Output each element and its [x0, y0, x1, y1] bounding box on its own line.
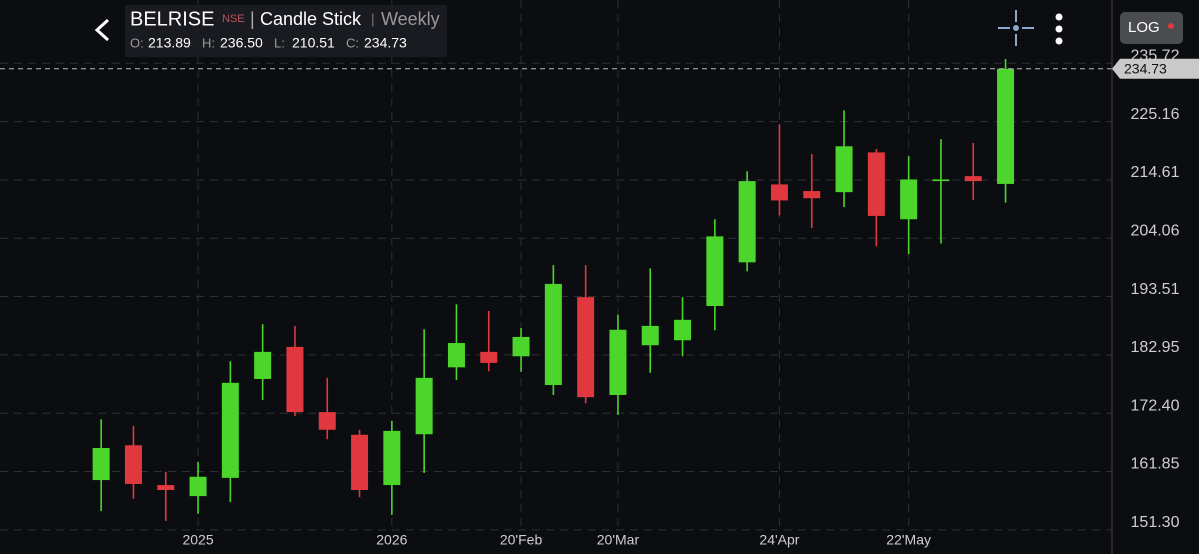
ohlc-value: 213.89 [148, 35, 191, 51]
price-tag-label: 234.73 [1124, 60, 1167, 76]
y-tick-label: 193.51 [1131, 281, 1180, 298]
symbol: BELRISE [130, 8, 214, 30]
candle-body [286, 346, 304, 413]
candle-body [674, 319, 692, 341]
header-panel [125, 5, 447, 57]
candle-body [157, 485, 175, 491]
candle-body [932, 179, 950, 182]
candle-body [544, 283, 562, 386]
x-tick-label: 20'Mar [597, 532, 640, 548]
candle-body [415, 377, 433, 435]
x-tick-label: 22'May [886, 532, 931, 548]
candle-body [867, 152, 885, 216]
y-tick-label: 204.06 [1131, 222, 1180, 239]
candle-body [803, 191, 821, 199]
candle-body [221, 382, 239, 478]
candle-body [124, 445, 142, 484]
y-tick-label: 225.16 [1131, 106, 1180, 123]
plot-area [0, 0, 1112, 531]
candle-body [609, 329, 627, 395]
candle-body [997, 68, 1015, 184]
log-button-label: LOG [1128, 19, 1160, 36]
y-tick-label: 151.30 [1131, 514, 1180, 531]
ohlc-label: O: [130, 35, 144, 50]
candle-body [770, 184, 788, 201]
interval: Weekly [381, 9, 440, 29]
candle-body [964, 176, 982, 182]
ohlc-label: C: [346, 35, 359, 50]
x-tick-label: 24'Apr [759, 532, 799, 548]
ohlc-value: 234.73 [364, 35, 407, 51]
candle-body [383, 430, 401, 486]
candle-body [447, 343, 465, 368]
candle-body [738, 181, 756, 263]
exchange: NSE [222, 13, 245, 25]
candle-body [706, 236, 724, 306]
ohlc-value: 236.50 [220, 35, 263, 51]
candle-body [254, 351, 272, 379]
ohlc-row: O: 213.89 H: 236.50 L: 210.51 C: 234.73 [130, 35, 407, 51]
ohlc-label: H: [202, 35, 215, 50]
crosshair-button[interactable] [998, 10, 1034, 46]
price-tag [1112, 58, 1199, 79]
status-dot [1168, 23, 1174, 29]
log-button[interactable]: LOG [1120, 12, 1183, 44]
x-tick-label: 20'Feb [500, 532, 543, 548]
candle-body [92, 448, 110, 481]
candle-body [512, 336, 530, 357]
x-tick-label: 2025 [182, 532, 213, 548]
candle-body [577, 297, 595, 398]
y-tick-label: 161.85 [1131, 456, 1180, 473]
y-tick-label: 214.61 [1131, 164, 1180, 181]
candle-body [900, 179, 918, 220]
candle-body [318, 412, 336, 430]
candle-body [189, 476, 207, 497]
candle-body [351, 434, 369, 491]
candle-body [480, 351, 498, 363]
candle-body [835, 146, 853, 193]
back-button[interactable] [94, 18, 110, 42]
separator: | [250, 9, 255, 29]
separator: | [371, 11, 375, 27]
x-tick-label: 2026 [376, 532, 407, 548]
chart-style: Candle Stick [260, 9, 362, 29]
ohlc-label: L: [274, 35, 285, 50]
y-tick-label: 172.40 [1131, 397, 1180, 414]
ohlc-value: 210.51 [292, 35, 335, 51]
candle-body [641, 325, 659, 346]
y-tick-label: 182.95 [1131, 339, 1180, 356]
menu-button[interactable] [1055, 13, 1063, 45]
